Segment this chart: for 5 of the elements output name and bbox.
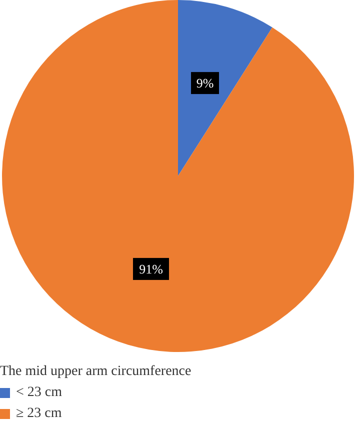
data-label: 9%	[196, 76, 214, 91]
legend-label: ≥ 23 cm	[16, 406, 62, 422]
legend-label: < 23 cm	[16, 384, 62, 400]
legend-title: The mid upper arm circumference	[0, 364, 192, 380]
data-label: 91%	[139, 261, 164, 276]
